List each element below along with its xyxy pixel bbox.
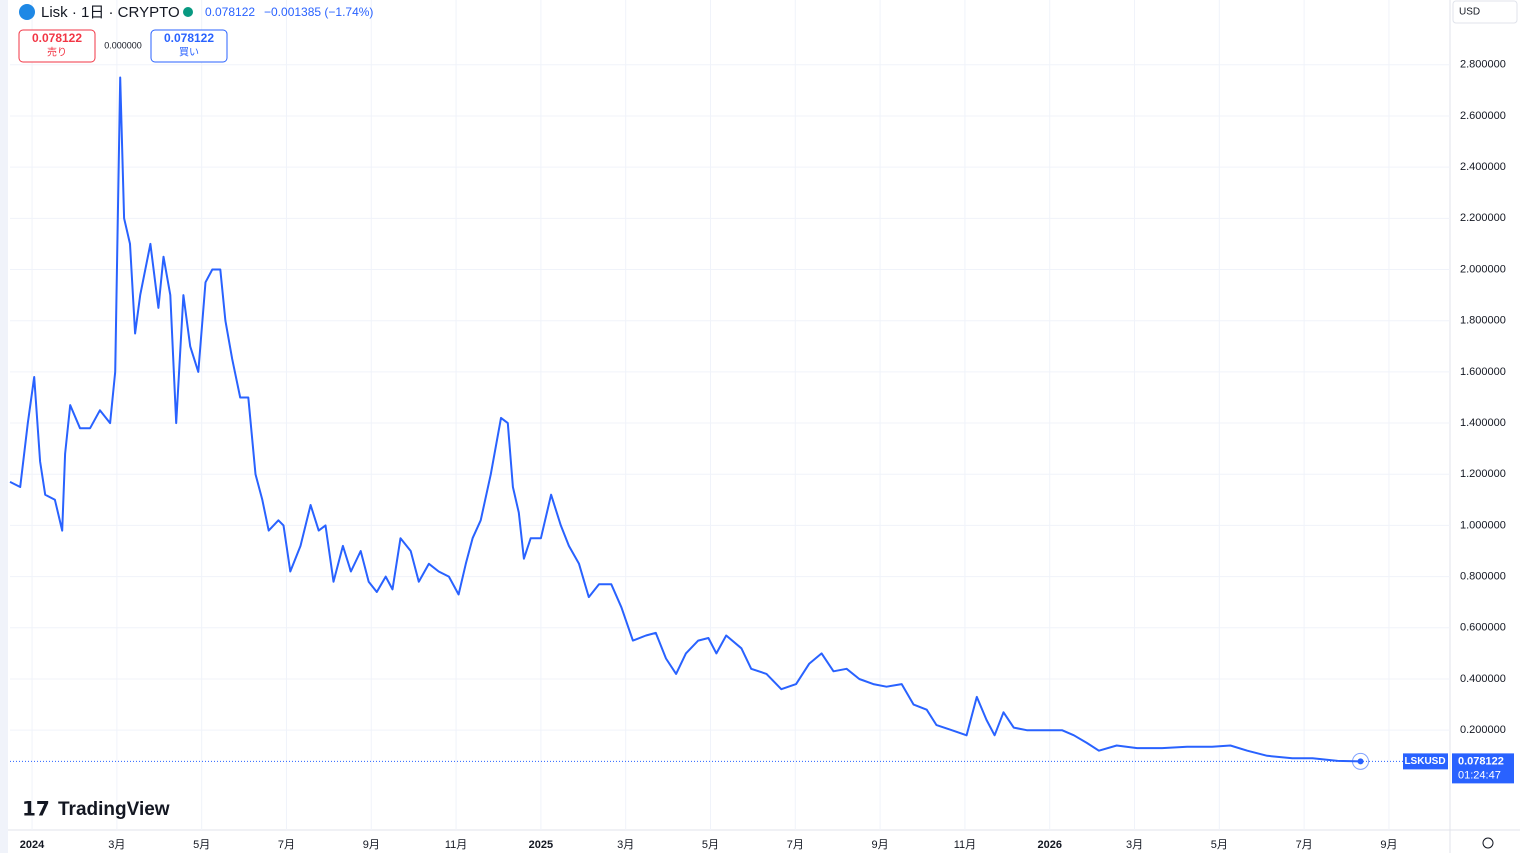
ticker-tag: [1403, 753, 1448, 770]
settings-icon[interactable]: [1482, 837, 1494, 849]
price-line: [9, 76, 1361, 763]
last-point-halo: [1352, 752, 1370, 770]
price-tag-value: 0.078122: [1458, 755, 1504, 767]
y-tick-label: 2.000000: [1460, 263, 1506, 275]
sell-label: 売り: [47, 46, 67, 59]
countdown: 01:24:47: [1458, 769, 1501, 781]
y-tick-label: 1.000000: [1460, 519, 1506, 531]
left-edge: [0, 0, 8, 853]
y-tick-label: 1.800000: [1460, 315, 1506, 327]
y-tick-label: 2.800000: [1460, 59, 1506, 71]
y-tick-label: 2.200000: [1460, 212, 1506, 224]
x-tick-label: 9月: [1380, 839, 1397, 851]
x-tick-label: 9月: [872, 839, 889, 851]
sell-button[interactable]: [18, 29, 96, 63]
x-tick-label: 3月: [108, 839, 125, 851]
change: −0.001385 (−1.74%): [264, 5, 373, 19]
spread: 0.000000: [104, 40, 142, 50]
last-point: [1357, 758, 1364, 765]
x-tick-label: 7月: [278, 839, 295, 851]
y-tick-label: 0.400000: [1460, 673, 1506, 685]
brand-logo: 𝟭𝟳: [22, 798, 50, 820]
x-tick-label: 7月: [787, 839, 804, 851]
y-tick-label: 0.600000: [1460, 622, 1506, 634]
x-tick-label: 2024: [20, 839, 45, 851]
brand: TradingView: [58, 799, 170, 820]
x-tick-label: 9月: [363, 839, 380, 851]
status-dot: [183, 7, 193, 17]
x-tick-label: 2026: [1037, 839, 1061, 851]
price-tag: [1452, 753, 1514, 784]
symbol-icon: [19, 4, 35, 20]
buy-label: 買い: [179, 47, 199, 59]
x-tick-label: 3月: [617, 839, 634, 851]
y-tick-label: 1.600000: [1460, 366, 1506, 378]
price: 0.078122: [205, 5, 255, 19]
x-tick-label: 11月: [954, 839, 976, 851]
x-tick-label: 2025: [529, 839, 553, 851]
grid: [10, 0, 1450, 830]
buy-price: 0.078122: [164, 31, 214, 45]
y-tick-label: 2.600000: [1460, 110, 1506, 122]
currency: USD: [1459, 7, 1480, 18]
x-tick-label: 3月: [1126, 839, 1143, 851]
buy-button[interactable]: [150, 29, 228, 63]
plot: [9, 76, 1450, 770]
x-tick-label: 5月: [702, 839, 719, 851]
y-tick-label: 1.200000: [1460, 468, 1506, 480]
y-tick-label: 0.200000: [1460, 724, 1506, 736]
x-tick-label: 11月: [445, 839, 467, 851]
y-tick-label: 2.400000: [1460, 161, 1506, 173]
y-tick-label: 0.800000: [1460, 571, 1506, 583]
x-tick-label: 5月: [1211, 839, 1228, 851]
x-tick-label: 5月: [193, 839, 210, 851]
ticker: LSKUSD: [1404, 756, 1445, 767]
currency-select[interactable]: [1452, 0, 1518, 24]
symbol: Lisk · 1日 · CRYPTO: [41, 4, 180, 21]
x-tick-label: 7月: [1296, 839, 1313, 851]
price-labels: LSKUSD 0.078122 01:24:47: [1403, 753, 1514, 784]
sell-price: 0.078122: [32, 31, 82, 45]
y-tick-label: 1.400000: [1460, 417, 1506, 429]
